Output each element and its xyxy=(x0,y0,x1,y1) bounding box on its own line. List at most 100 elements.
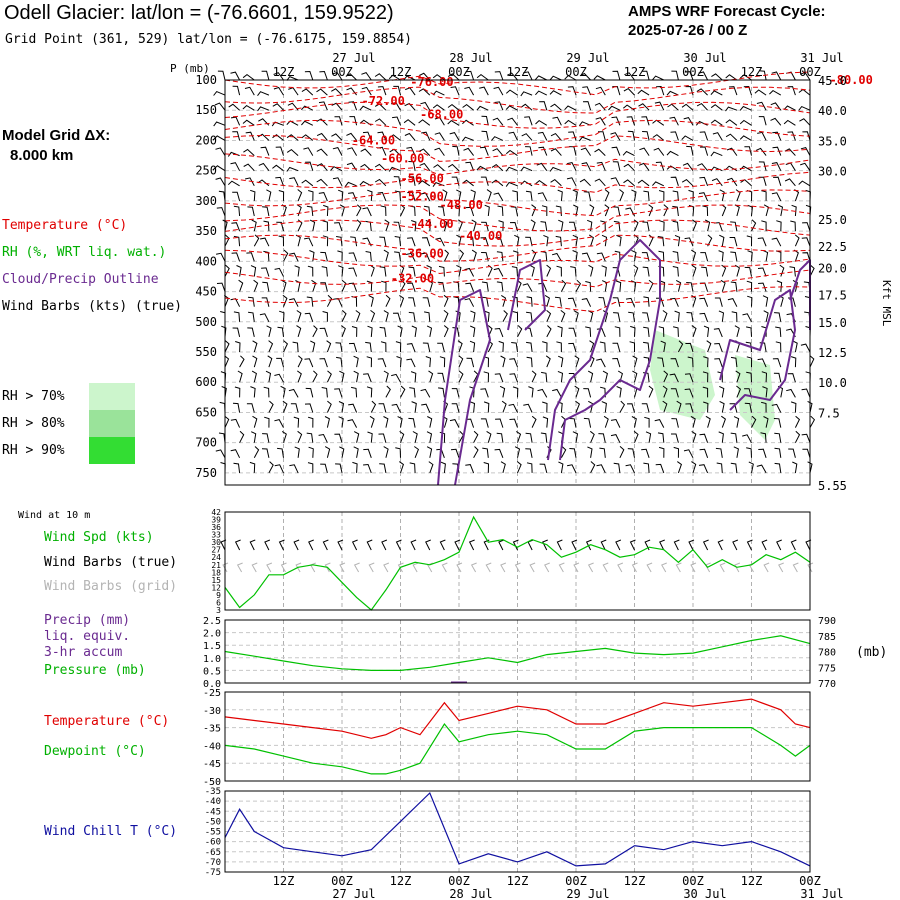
wind-barb xyxy=(335,342,343,353)
wind-barb xyxy=(458,219,463,232)
wind10-barb-grid xyxy=(470,562,477,573)
wind-barb xyxy=(252,340,258,353)
wind-barb xyxy=(400,385,406,398)
wind-barb xyxy=(423,205,431,217)
wind-barb xyxy=(719,385,725,398)
wind-barb xyxy=(610,132,621,141)
wind-barb xyxy=(666,150,679,157)
wind-barb xyxy=(247,206,255,217)
wind-barb xyxy=(514,234,520,247)
wind-barb xyxy=(648,385,654,398)
wind-barb xyxy=(691,325,697,338)
wind-barb xyxy=(405,252,416,262)
wind-barb xyxy=(505,166,518,172)
wind-barb xyxy=(663,370,669,383)
wind-barb xyxy=(426,325,433,337)
wind-barb xyxy=(549,75,562,81)
wind-barb xyxy=(667,103,679,111)
wind-barb xyxy=(746,190,753,201)
wind10-barb-true xyxy=(439,539,446,551)
wind10-barb-true xyxy=(468,539,475,551)
temperature-contour xyxy=(224,71,811,96)
wind-barb xyxy=(260,146,270,156)
wind-barb xyxy=(447,103,460,111)
wind-barb xyxy=(648,279,654,292)
wind-barb xyxy=(703,356,709,368)
wind-barb xyxy=(322,220,328,232)
wind-barb xyxy=(771,192,782,202)
wind-barb xyxy=(763,204,770,217)
wind-barb xyxy=(451,403,460,413)
wind-barb xyxy=(237,370,243,383)
bottom-date-label: 27 Jul xyxy=(332,887,375,900)
wind-chill-line xyxy=(224,791,811,867)
wind-barb xyxy=(419,162,431,172)
wind-barb xyxy=(283,340,289,353)
wind-barb xyxy=(289,252,299,262)
wind-barb xyxy=(473,430,479,443)
wind-barb xyxy=(627,130,635,141)
legend-barbs-true: Wind Barbs (true) xyxy=(44,555,178,570)
wind-barb xyxy=(758,161,767,171)
wind-barb xyxy=(545,355,551,368)
wind-barb xyxy=(746,280,753,292)
wind-barb xyxy=(557,370,564,383)
wind-barb xyxy=(505,181,518,187)
wind-barb xyxy=(652,75,665,81)
wind-barb xyxy=(250,189,256,201)
wind-barb xyxy=(612,297,621,307)
wind-barb xyxy=(566,177,577,187)
wind-barb xyxy=(742,434,752,443)
wind-barb xyxy=(610,418,621,428)
wind-barb xyxy=(301,120,314,126)
temperature-contour-label: -56.00 xyxy=(401,172,444,186)
wind-barb xyxy=(232,402,241,413)
wind-barb xyxy=(501,400,507,413)
top-time-label: 12Z xyxy=(273,65,295,79)
wind-barb xyxy=(802,222,811,232)
bottom-time-label: 12Z xyxy=(507,874,529,888)
wind-barb xyxy=(575,279,582,292)
wind-barb xyxy=(480,237,489,247)
wind-barb xyxy=(367,325,373,337)
wind-barb xyxy=(602,310,609,322)
wind-barb xyxy=(698,71,709,81)
wind-barb xyxy=(582,86,592,96)
bottom-time-label: 12Z xyxy=(624,874,646,888)
wind-barb xyxy=(659,220,665,232)
wind-barb xyxy=(792,340,798,353)
upper-right-tick: 7.5 xyxy=(818,406,840,420)
legend-wind-barbs: Wind Barbs (kts) (true) xyxy=(2,299,183,314)
wind-barb xyxy=(473,446,479,459)
wind-barb xyxy=(496,281,504,292)
wind-barb xyxy=(554,296,562,307)
wind-barb xyxy=(306,432,314,443)
wind-barb xyxy=(516,430,522,443)
wind-barb xyxy=(512,311,518,322)
wind-barb xyxy=(614,326,621,337)
wind-barb xyxy=(344,181,357,187)
wind-barb xyxy=(296,310,302,322)
wind-barb xyxy=(702,386,709,398)
wind-barb xyxy=(294,265,300,277)
wind-barb xyxy=(493,267,504,277)
legend-precip: Precip (mm) xyxy=(44,613,131,628)
wind-barb xyxy=(309,219,316,232)
wind10-barb-grid xyxy=(368,562,375,573)
wind-barb xyxy=(427,279,433,292)
wind-barb xyxy=(809,415,816,428)
bottom-date-label: 28 Jul xyxy=(449,887,492,900)
wind-barb xyxy=(221,386,227,398)
wind-barb xyxy=(463,147,474,156)
wind-barb xyxy=(297,189,303,202)
wind-barb xyxy=(512,250,519,262)
wind-barb xyxy=(662,400,668,413)
wind-barb xyxy=(564,119,577,126)
wind-barb xyxy=(546,325,552,338)
wind-barb xyxy=(440,461,446,473)
wind-barb xyxy=(578,121,591,127)
top-time-label: 00Z xyxy=(565,65,587,79)
wind-barb xyxy=(456,264,462,277)
wind-barb xyxy=(509,373,518,383)
temperature-contour-label: -72.00 xyxy=(362,94,405,108)
